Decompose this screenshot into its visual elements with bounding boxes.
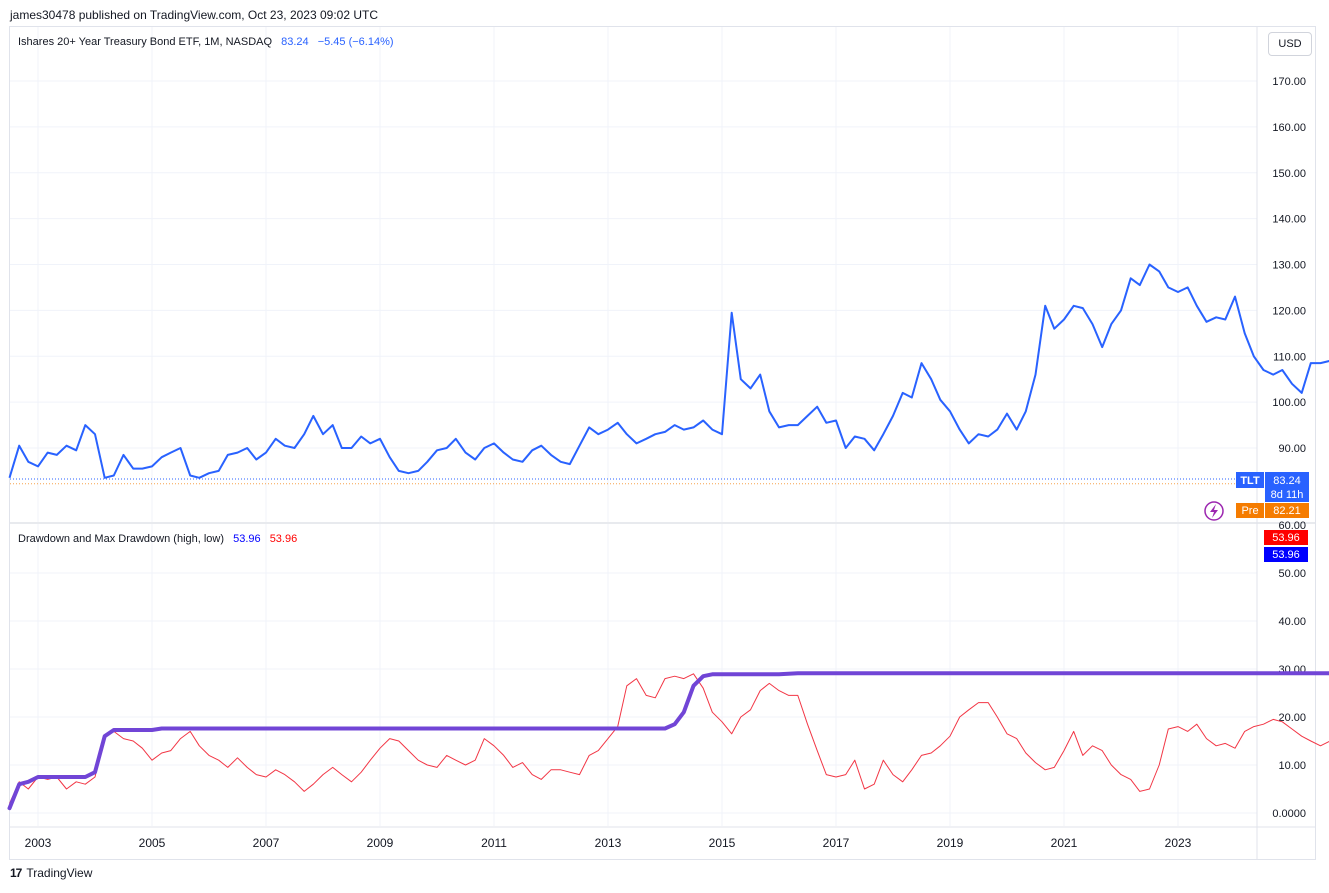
time-axis: 2003 2005 2007 2009 2011 2013 2015 2017 2019 2021…: [25, 836, 1192, 850]
pre-price-value: 82.21: [1273, 505, 1301, 517]
drawdown-value-badge: 53.96: [1264, 530, 1308, 545]
tlt-price-line: [8, 263, 1329, 479]
sub-y-tick-label: 20.00: [1278, 712, 1306, 724]
main-y-tick-label: 170.00: [1272, 76, 1306, 88]
x-tick-label: 2021: [1051, 836, 1078, 850]
ticker-badge: TLT: [1236, 472, 1264, 488]
x-tick-label: 2015: [709, 836, 736, 850]
main-y-tick-label: 150.00: [1272, 168, 1306, 180]
symbol-description: Ishares 20+ Year Treasury Bond ETF, 1M, …: [18, 36, 273, 48]
x-tick-label: 2009: [367, 836, 394, 850]
publish-info: james30478 published on TradingView.com,…: [10, 8, 379, 22]
main-y-tick-label: 90.00: [1278, 443, 1306, 455]
sub-pane-grid: [10, 524, 1257, 826]
lightning-icon[interactable]: [1204, 501, 1224, 521]
sub-y-tick-label: 10.00: [1278, 760, 1306, 772]
x-tick-label: 2003: [25, 836, 52, 850]
indicator-legend: Drawdown and Max Drawdown (high, low) 53…: [18, 533, 303, 545]
drawdown-line: [9, 673, 1329, 804]
last-price-badge: 83.24 8d 11h: [1265, 472, 1309, 502]
sub-y-tick-label: 60.00: [1278, 520, 1306, 532]
x-tick-label: 2011: [481, 836, 507, 850]
x-tick-label: 2005: [139, 836, 166, 850]
legend-price: 83.24: [281, 36, 309, 48]
max-drawdown-line: [7, 671, 1329, 811]
main-y-tick-label: 100.00: [1272, 397, 1306, 409]
x-tick-label: 2017: [823, 836, 850, 850]
x-tick-label: 2007: [253, 836, 280, 850]
pre-badge-label: Pre: [1241, 505, 1258, 517]
sub-y-tick-label: 0.0000: [1272, 808, 1306, 820]
main-pane-grid: [10, 27, 1257, 522]
x-tick-label: 2013: [595, 836, 622, 850]
max-drawdown-value-badge: 53.96: [1264, 547, 1308, 562]
main-price-axis: 90.00 100.00 110.00 120.00 130.00 140.00 150.0…: [1272, 76, 1306, 455]
indicator-value-2: 53.96: [269, 533, 298, 545]
main-y-tick-label: 160.00: [1272, 122, 1306, 134]
bar-countdown: 8d 11h: [1271, 489, 1304, 501]
pre-badge: Pre 82.21: [1236, 503, 1309, 518]
footer-brand: 17 TradingView: [10, 866, 92, 880]
main-legend: Ishares 20+ Year Treasury Bond ETF, 1M, …: [18, 36, 400, 48]
sub-y-tick-label: 50.00: [1278, 568, 1306, 580]
indicator-name: Drawdown and Max Drawdown (high, low): [18, 533, 225, 545]
main-y-tick-label: 120.00: [1272, 305, 1306, 317]
main-y-tick-label: 110.00: [1273, 351, 1306, 363]
drawdown-badge-value: 53.96: [1272, 532, 1300, 544]
x-tick-label: 2019: [937, 836, 964, 850]
main-y-tick-label: 130.00: [1272, 260, 1306, 272]
max-drawdown-badge-value: 53.96: [1272, 549, 1300, 561]
tradingview-logo-icon: 17: [10, 866, 22, 880]
main-y-tick-label: 140.00: [1272, 214, 1306, 226]
x-tick-label: 2023: [1165, 836, 1192, 850]
chart-frame: [9, 26, 1316, 860]
legend-change: −5.45 (−6.14%): [317, 36, 394, 48]
indicator-value-1: 53.96: [233, 533, 261, 545]
currency-button[interactable]: USD: [1268, 32, 1312, 56]
sub-y-tick-label: 40.00: [1278, 616, 1306, 628]
ticker-badge-label: TLT: [1240, 475, 1260, 487]
last-price-value: 83.24: [1273, 475, 1301, 487]
footer-brand-label: TradingView: [26, 866, 93, 880]
